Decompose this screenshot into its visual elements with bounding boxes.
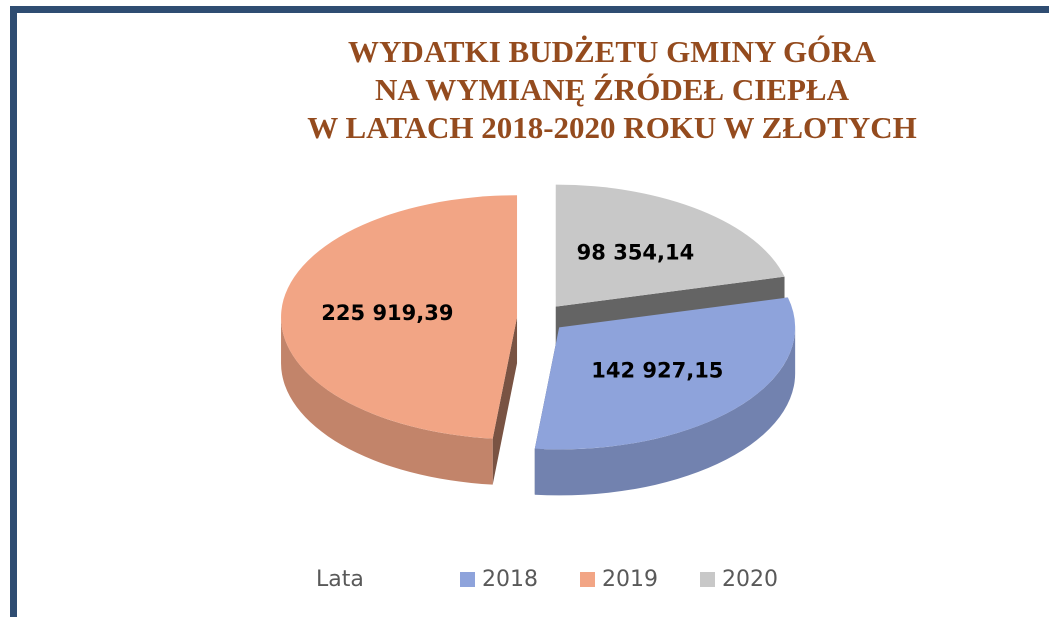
frame-top [10,6,1049,13]
pie-wall [534,327,796,496]
chart-title: W LATACH 2018-2020 ROKU W ZŁOTYCH [307,110,916,145]
pie-slice [534,297,796,450]
legend-swatch [460,572,475,587]
chart-title: NA WYMIANĘ ŹRÓDEŁ CIEPŁA [375,72,850,107]
legend-label: 2020 [722,567,778,592]
pie-slice [281,195,518,439]
pie-wall [281,317,493,485]
pie-side [492,317,518,485]
legend-swatch [580,572,595,587]
data-label: 225 919,39 [321,301,453,325]
data-label: 98 354,14 [577,241,695,265]
legend-swatch [700,572,715,587]
legend-label: 2018 [482,567,538,592]
data-label: 142 927,15 [591,358,723,382]
frame-left [10,6,17,617]
legend-title: Lata [316,567,364,592]
pie-slice [555,184,785,307]
chart-title: WYDATKI BUDŻETU GMINY GÓRA [348,34,877,69]
legend-label: 2019 [602,567,658,592]
